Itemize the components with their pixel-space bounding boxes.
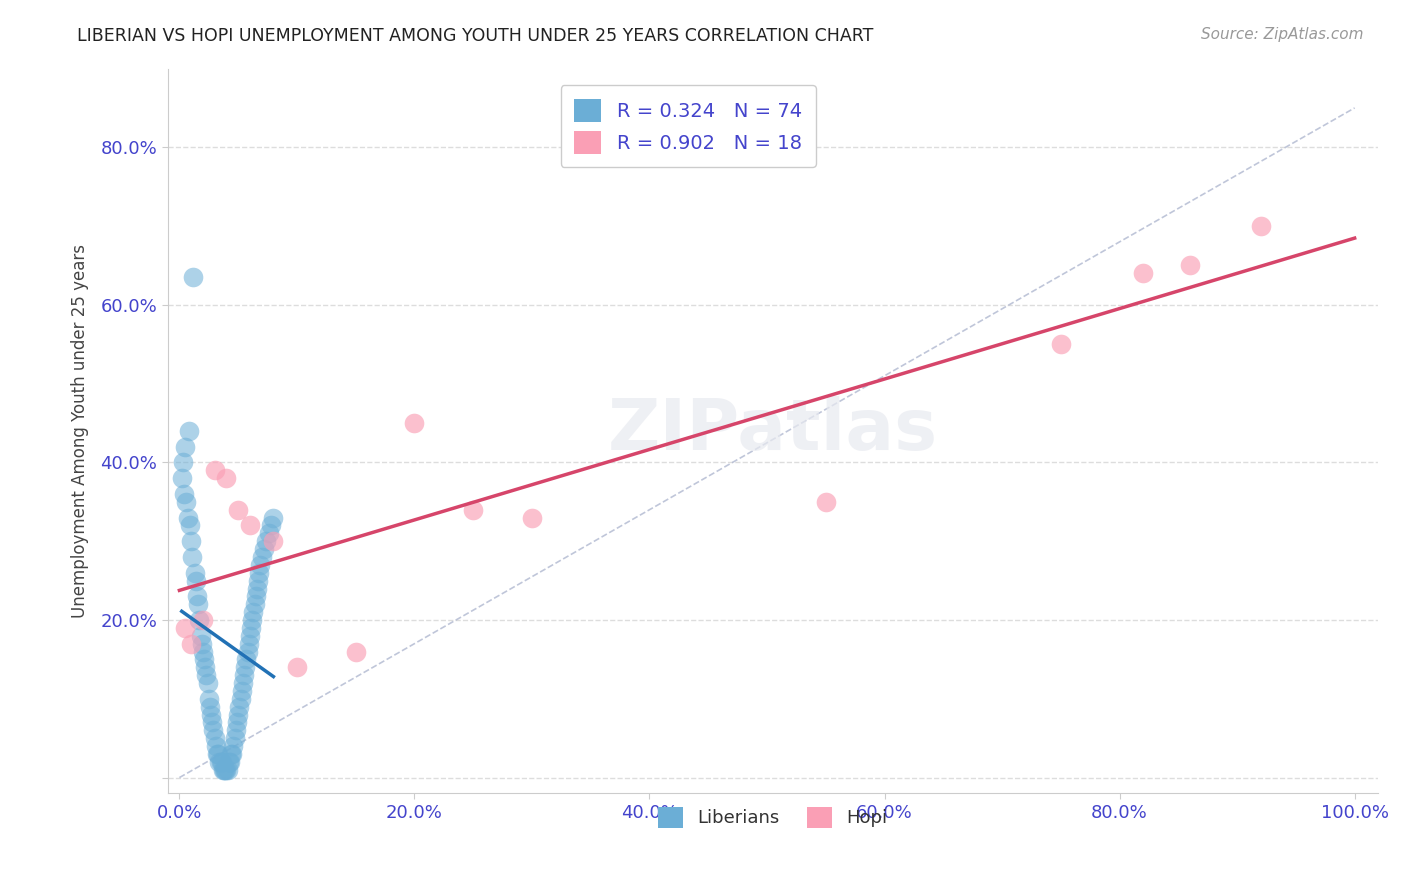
Point — [253, 542, 276, 557]
Point — [222, 739, 245, 753]
Point — [238, 637, 260, 651]
Point — [183, 566, 205, 580]
Point — [201, 715, 224, 730]
Point — [250, 549, 273, 564]
Point — [172, 455, 194, 469]
Point — [180, 637, 202, 651]
Point — [209, 755, 232, 769]
Point — [176, 495, 198, 509]
Point — [190, 629, 212, 643]
Point — [214, 763, 236, 777]
Point — [218, 755, 240, 769]
Point — [285, 660, 308, 674]
Point — [174, 440, 197, 454]
Point — [184, 574, 207, 588]
Point — [198, 699, 221, 714]
Point — [194, 660, 217, 674]
Point — [235, 652, 257, 666]
Point — [262, 534, 284, 549]
Point — [186, 590, 208, 604]
Point — [814, 495, 837, 509]
Point — [190, 637, 212, 651]
Point — [1178, 259, 1201, 273]
Point — [174, 621, 197, 635]
Point — [177, 424, 200, 438]
Point — [242, 605, 264, 619]
Point — [183, 270, 205, 285]
Point — [229, 691, 252, 706]
Point — [204, 731, 226, 746]
Point — [247, 566, 270, 580]
Text: ZIPatlas: ZIPatlas — [607, 396, 938, 466]
Point — [205, 747, 228, 761]
Point — [246, 582, 269, 596]
Point — [205, 739, 228, 753]
Point — [1132, 266, 1154, 280]
Point — [212, 763, 235, 777]
Point — [239, 518, 262, 533]
Point — [254, 534, 277, 549]
Point — [176, 510, 198, 524]
Point — [221, 747, 243, 761]
Point — [239, 629, 262, 643]
Point — [520, 510, 543, 524]
Point — [240, 613, 263, 627]
Point — [463, 502, 485, 516]
Point — [243, 597, 266, 611]
Point — [1250, 219, 1272, 233]
Point — [208, 755, 231, 769]
Point — [212, 763, 235, 777]
Point — [180, 534, 202, 549]
Point — [249, 558, 271, 572]
Point — [224, 731, 246, 746]
Point — [240, 621, 263, 635]
Point — [217, 763, 239, 777]
Point — [215, 471, 238, 485]
Point — [260, 518, 283, 533]
Point — [200, 707, 222, 722]
Point — [188, 613, 211, 627]
Legend: Liberians, Hopi: Liberians, Hopi — [651, 800, 896, 835]
Point — [191, 644, 214, 658]
Point — [232, 676, 254, 690]
Point — [226, 502, 249, 516]
Point — [219, 755, 242, 769]
Point — [226, 707, 249, 722]
Point — [262, 510, 284, 524]
Point — [197, 676, 219, 690]
Point — [170, 471, 193, 485]
Point — [245, 590, 267, 604]
Point — [207, 747, 229, 761]
Text: Source: ZipAtlas.com: Source: ZipAtlas.com — [1201, 27, 1364, 42]
Point — [181, 549, 204, 564]
Point — [344, 644, 367, 658]
Point — [233, 668, 256, 682]
Point — [202, 723, 225, 738]
Point — [228, 699, 250, 714]
Point — [173, 487, 195, 501]
Point — [236, 644, 259, 658]
Point — [187, 597, 209, 611]
Point — [225, 723, 247, 738]
Point — [191, 613, 214, 627]
Text: LIBERIAN VS HOPI UNEMPLOYMENT AMONG YOUTH UNDER 25 YEARS CORRELATION CHART: LIBERIAN VS HOPI UNEMPLOYMENT AMONG YOUT… — [77, 27, 873, 45]
Point — [231, 684, 253, 698]
Point — [193, 652, 215, 666]
Point — [1050, 337, 1073, 351]
Point — [404, 416, 426, 430]
Point — [215, 763, 238, 777]
Point — [211, 755, 233, 769]
Point — [204, 463, 226, 477]
Point — [219, 747, 242, 761]
Point — [197, 691, 219, 706]
Y-axis label: Unemployment Among Youth under 25 years: Unemployment Among Youth under 25 years — [72, 244, 89, 618]
Point — [195, 668, 218, 682]
Point — [233, 660, 256, 674]
Point — [257, 526, 280, 541]
Point — [179, 518, 201, 533]
Point — [247, 574, 270, 588]
Point — [226, 715, 249, 730]
